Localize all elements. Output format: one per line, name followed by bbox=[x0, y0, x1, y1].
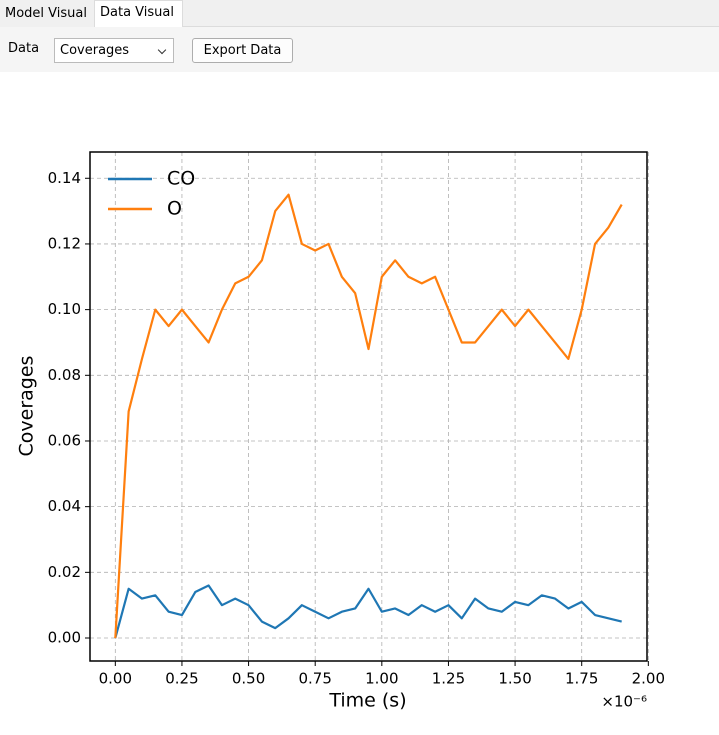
x-tick-label: 2.00 bbox=[632, 670, 665, 688]
data-label: Data bbox=[8, 41, 40, 56]
y-tick-label: 0.08 bbox=[48, 366, 81, 384]
y-tick-label: 0.00 bbox=[48, 629, 81, 647]
y-axis-label: Coverages bbox=[16, 356, 38, 457]
data-select[interactable]: Coverages bbox=[54, 38, 174, 63]
legend-label: O bbox=[167, 198, 182, 220]
x-tick-label: 0.25 bbox=[165, 670, 198, 688]
legend-label: CO bbox=[167, 168, 195, 190]
tab-bar: Model Visual Data Visual bbox=[0, 0, 719, 28]
x-tick-label: 0.50 bbox=[232, 670, 265, 688]
export-button[interactable]: Export Data bbox=[192, 38, 293, 63]
y-tick-label: 0.10 bbox=[48, 300, 81, 318]
x-tick-label: 0.00 bbox=[99, 670, 132, 688]
x-tick-label: 1.00 bbox=[365, 670, 398, 688]
tab[interactable]: Model Visual bbox=[0, 2, 94, 27]
y-tick-label: 0.14 bbox=[48, 169, 81, 187]
toolbar: Data Coverages Export Data bbox=[0, 27, 719, 72]
plot-frame bbox=[89, 151, 648, 662]
x-axis-label: Time (s) bbox=[328, 690, 406, 712]
tab-active[interactable]: Data Visual bbox=[94, 0, 183, 28]
x-tick-label: 1.75 bbox=[565, 670, 598, 688]
line bbox=[114, 193, 623, 639]
y-tick-label: 0.12 bbox=[48, 234, 81, 252]
y-tick-label: 0.02 bbox=[48, 563, 81, 581]
x-tick-label: 1.25 bbox=[432, 670, 465, 688]
x-tick-label: 0.75 bbox=[298, 670, 331, 688]
y-tick-label: 0.04 bbox=[48, 497, 81, 515]
chart: Time (s) ×10⁻⁶ Coverages 0.00 0.02 0.04 0.0… bbox=[16, 151, 665, 712]
x-offset-label: ×10⁻⁶ bbox=[601, 693, 647, 711]
y-tick-label: 0.06 bbox=[48, 431, 81, 449]
line bbox=[114, 584, 622, 639]
x-tick-label: 1.50 bbox=[498, 670, 531, 688]
